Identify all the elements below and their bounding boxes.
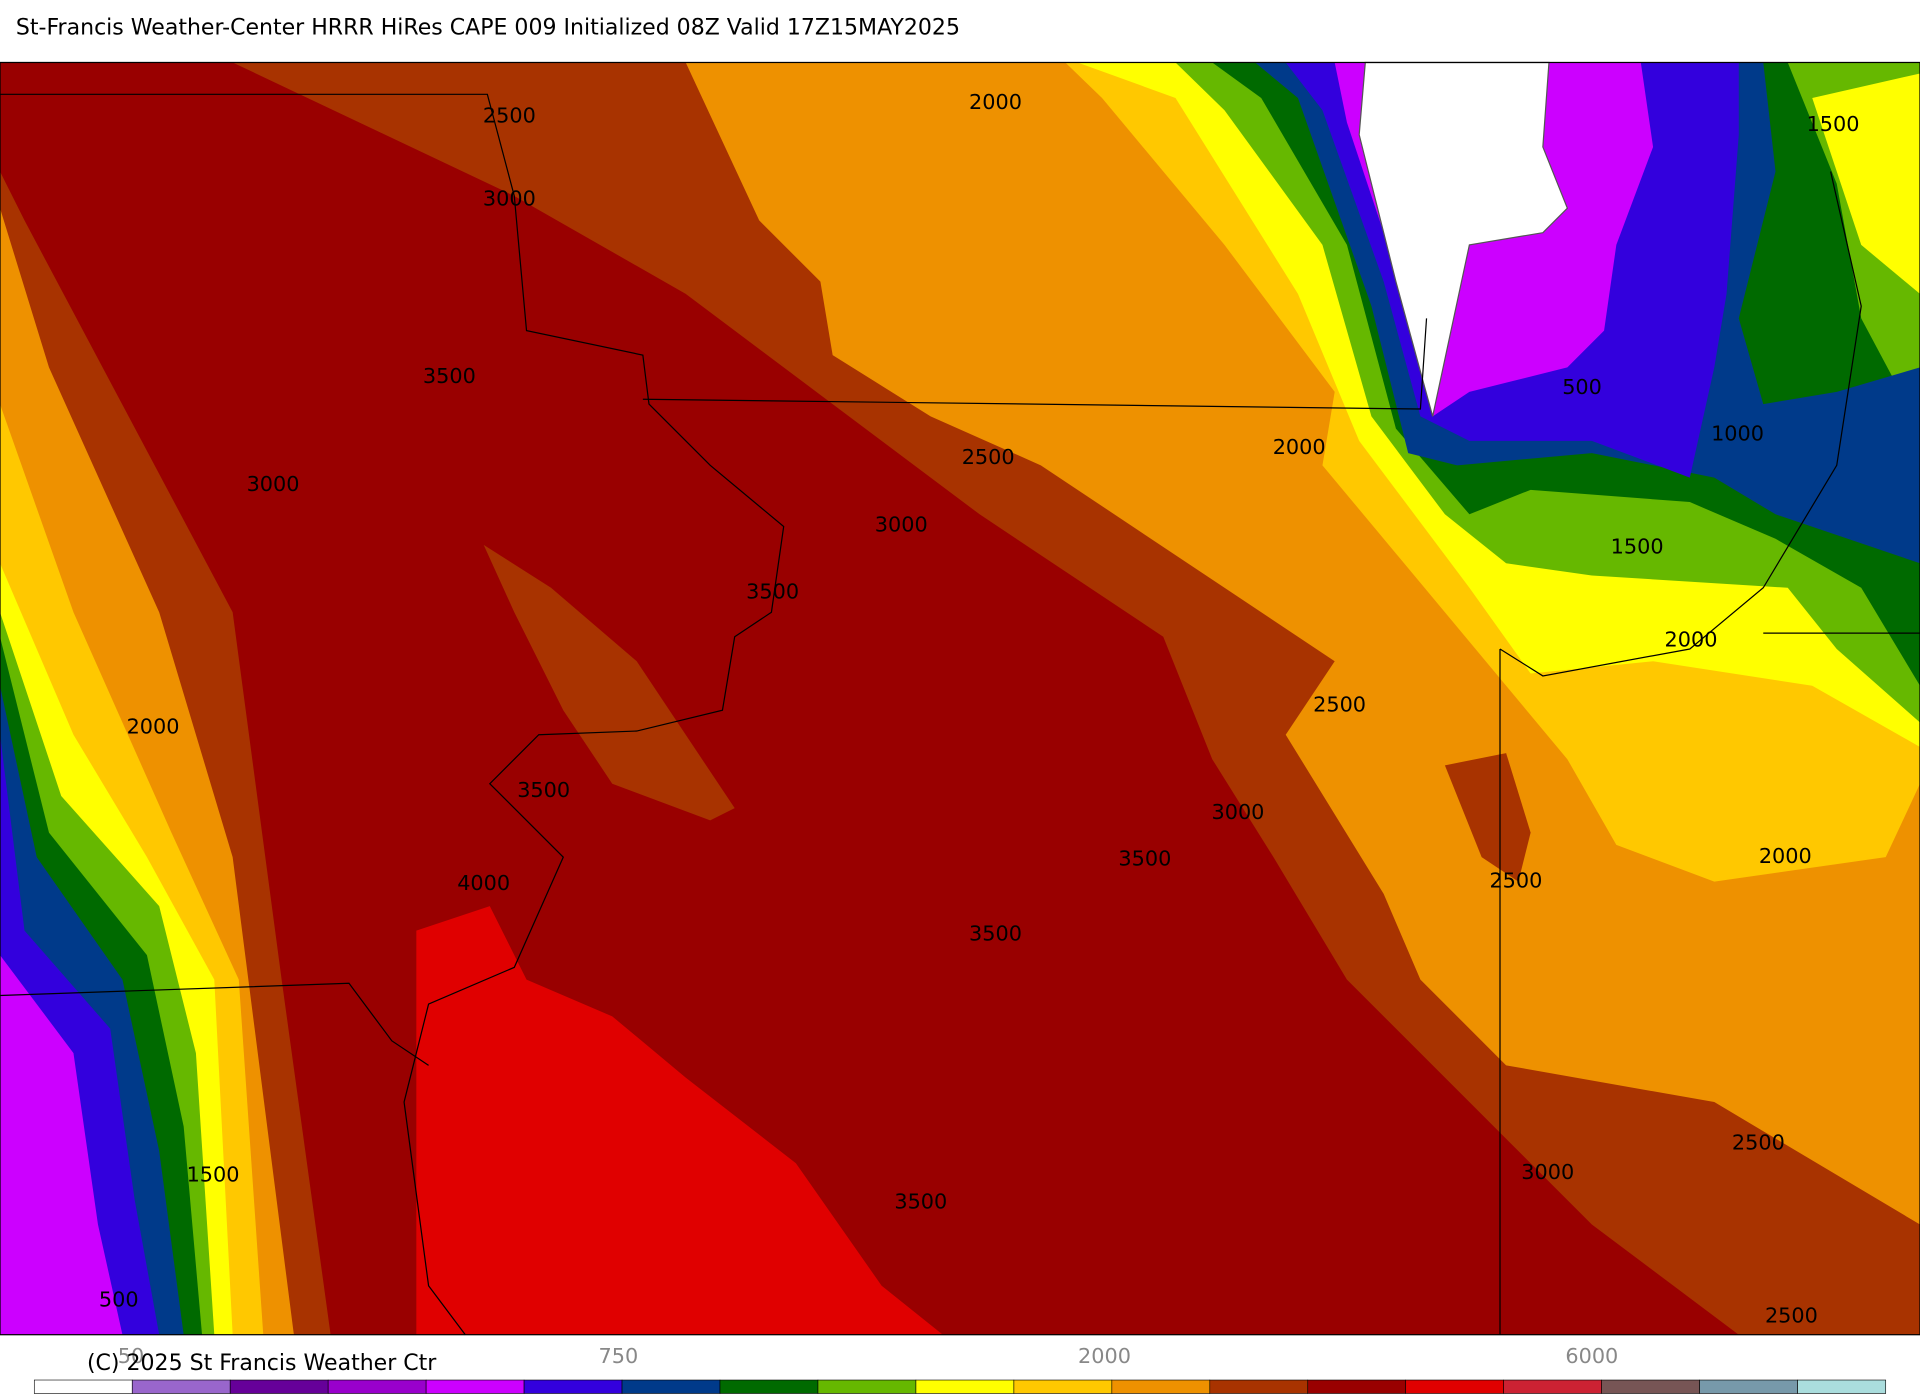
contour-label: 3000 [875, 512, 928, 536]
colorbar-swatch [1405, 1379, 1504, 1394]
title: St-Francis Weather-Center HRRR HiRes CAP… [16, 15, 960, 40]
contour-label: 2500 [962, 445, 1015, 469]
contour-label: 3500 [517, 778, 570, 802]
contour-label: 2000 [969, 90, 1022, 114]
contour-label: 3500 [746, 580, 799, 604]
cape-brown-patch [1444, 753, 1531, 882]
colorbar-swatch [1013, 1379, 1113, 1394]
colorbar-label: 2000 [1078, 1344, 1131, 1368]
border [1499, 171, 1862, 677]
colorbar-swatch [33, 1379, 133, 1394]
cape-red [416, 906, 943, 1335]
colorbar-label: 750 [599, 1344, 639, 1368]
contour-label: 3000 [1211, 800, 1264, 824]
contour-label: 2500 [1313, 692, 1366, 716]
cape-brown-island [483, 544, 735, 821]
colorbar-swatch [817, 1379, 917, 1394]
contour-label: 1500 [1807, 112, 1860, 136]
map-frame [0, 61, 1920, 1336]
colorbar-label: 6000 [1565, 1344, 1618, 1368]
contour-label: 3500 [1118, 847, 1171, 871]
colorbar-swatch [229, 1379, 329, 1394]
contour-label: 2500 [483, 103, 536, 127]
map: 2500 3000 2000 1500 3500 500 1000 3000 2… [0, 61, 1920, 1336]
contour-label: 1000 [1711, 422, 1764, 446]
colorbar-swatch [1503, 1379, 1602, 1394]
contour-label: 3000 [483, 187, 536, 211]
colorbar-label: 50 [118, 1344, 144, 1368]
border [0, 982, 429, 1066]
cape-yellow-ne [1812, 73, 1920, 294]
colorbar-swatch [523, 1379, 623, 1394]
colorbar-swatch [915, 1379, 1015, 1394]
colorbar-swatch [1797, 1379, 1887, 1394]
contour-label: 4000 [457, 871, 510, 895]
contour-label: 2000 [1665, 627, 1718, 651]
contour-label: 2000 [1273, 435, 1326, 459]
cape-white [1358, 61, 1569, 417]
border [0, 93, 785, 1336]
contour-label: 3500 [894, 1189, 947, 1213]
colorbar-swatch [1699, 1379, 1798, 1394]
contour-label: 2000 [127, 714, 180, 738]
contour-label: 500 [1562, 375, 1602, 399]
colorbar-swatch [1307, 1379, 1407, 1394]
contour-label: 3000 [1521, 1160, 1574, 1184]
contour-label: 2500 [1732, 1131, 1785, 1155]
contour-label: 2000 [1759, 844, 1812, 868]
colorbar-labels: 50 750 2000 6000 [118, 1344, 1619, 1368]
contour-label: 1500 [187, 1163, 240, 1187]
contour-label: 3500 [969, 921, 1022, 945]
colorbar-swatch [1601, 1379, 1700, 1394]
contour-label: 2500 [1765, 1303, 1818, 1327]
copyright: (C) 2025 St Francis Weather Ctr [87, 1351, 437, 1376]
colorbar-swatch [1209, 1379, 1309, 1394]
colorbar [33, 1379, 1887, 1394]
colorbar-swatch [719, 1379, 819, 1394]
cape-magenta-west [0, 955, 123, 1335]
contour-label: 500 [99, 1287, 139, 1311]
colorbar-swatch [425, 1379, 525, 1394]
contour-label: 2500 [1489, 869, 1542, 893]
contour-label: 3000 [247, 472, 300, 496]
border [642, 318, 1428, 410]
contour-label: 3500 [423, 364, 476, 388]
colorbar-swatch [327, 1379, 427, 1394]
contour-label: 1500 [1611, 534, 1664, 558]
colorbar-swatch [621, 1379, 721, 1394]
colorbar-swatch [1111, 1379, 1211, 1394]
colorbar-swatch [131, 1379, 231, 1394]
